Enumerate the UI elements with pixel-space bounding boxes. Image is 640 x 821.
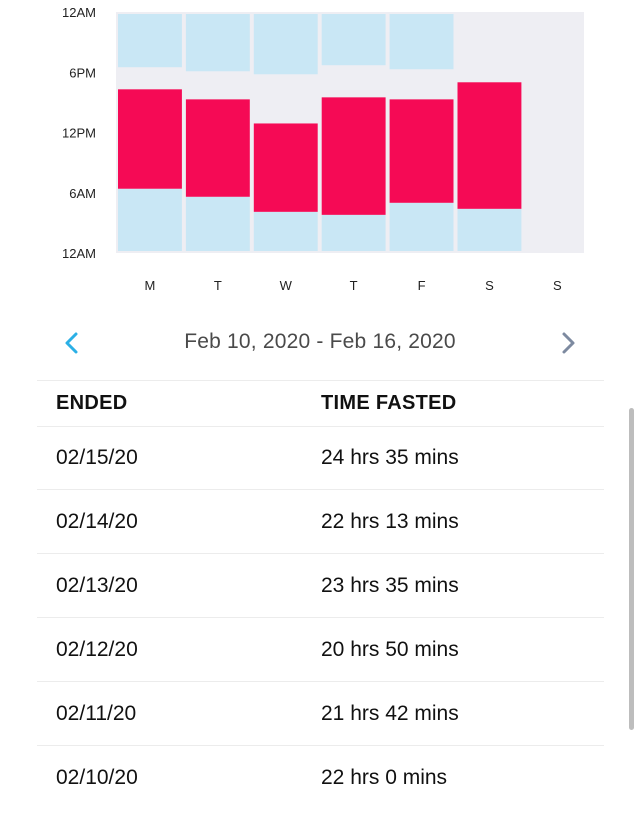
time-fasted-value: 22 hrs 13 mins bbox=[321, 510, 459, 533]
ended-date: 02/10/20 bbox=[56, 766, 138, 789]
y-tick-label: 12AM bbox=[62, 246, 96, 261]
table-row[interactable]: 02/15/20 24 hrs 35 mins bbox=[0, 426, 640, 490]
fasting-bar bbox=[253, 123, 318, 212]
x-tick-label: F bbox=[418, 278, 426, 293]
ended-date: 02/13/20 bbox=[56, 574, 138, 597]
chevron-left-icon bbox=[65, 332, 78, 354]
history-table-header: ENDED TIME FASTED bbox=[0, 380, 640, 426]
time-fasted-value: 22 hrs 0 mins bbox=[321, 766, 448, 789]
window-bar-lower bbox=[389, 202, 454, 251]
row-divider bbox=[37, 745, 604, 746]
time-fasted-value: 20 hrs 50 mins bbox=[321, 638, 459, 661]
ended-date: 02/12/20 bbox=[56, 638, 138, 661]
window-bar-lower bbox=[457, 208, 522, 251]
chevron-right-icon bbox=[562, 332, 575, 354]
fasting-bar bbox=[457, 82, 522, 209]
fasting-bar bbox=[389, 99, 454, 203]
ended-date: 02/15/20 bbox=[56, 446, 138, 469]
y-tick-label: 12PM bbox=[62, 126, 96, 141]
window-bar-upper bbox=[389, 14, 454, 70]
fasting-chart-svg: M T W T F S S 12AM 6PM 12PM 6AM 12AM bbox=[62, 5, 584, 293]
x-tick-label: T bbox=[214, 278, 222, 293]
window-bar-upper bbox=[185, 14, 250, 72]
time-fasted-value: 23 hrs 35 mins bbox=[321, 574, 459, 597]
header-divider bbox=[37, 426, 604, 427]
window-bar-upper bbox=[118, 14, 182, 68]
row-divider bbox=[37, 489, 604, 490]
week-range-label: Feb 10, 2020 - Feb 16, 2020 bbox=[184, 330, 456, 353]
time-fasted-value: 21 hrs 42 mins bbox=[321, 702, 459, 725]
time-fasted-value: 24 hrs 35 mins bbox=[321, 446, 459, 469]
x-tick-label: S bbox=[553, 278, 562, 293]
history-table-body: 02/15/20 24 hrs 35 mins 02/14/20 22 hrs … bbox=[0, 426, 640, 810]
window-bar-upper bbox=[253, 14, 318, 75]
previous-week-button[interactable] bbox=[56, 326, 90, 360]
row-divider bbox=[37, 553, 604, 554]
x-tick-label: M bbox=[145, 278, 156, 293]
table-row[interactable]: 02/10/20 22 hrs 0 mins bbox=[0, 746, 640, 810]
ended-date: 02/14/20 bbox=[56, 510, 138, 533]
window-bar-lower bbox=[185, 196, 250, 251]
fasting-chart: M T W T F S S 12AM 6PM 12PM 6AM 12AM bbox=[0, 0, 640, 300]
window-bar-upper bbox=[321, 14, 386, 66]
fasting-bar bbox=[118, 89, 182, 189]
fasting-bar bbox=[185, 99, 250, 197]
row-divider bbox=[37, 681, 604, 682]
week-navigator: Feb 10, 2020 - Feb 16, 2020 bbox=[0, 318, 640, 366]
table-row[interactable]: 02/13/20 23 hrs 35 mins bbox=[0, 554, 640, 618]
row-divider bbox=[37, 617, 604, 618]
section-divider bbox=[37, 380, 604, 381]
next-week-button[interactable] bbox=[552, 326, 586, 360]
y-tick-label: 12AM bbox=[62, 5, 96, 20]
window-bar-lower bbox=[253, 211, 318, 251]
column-header-time-fasted: TIME FASTED bbox=[321, 392, 457, 414]
scrollbar[interactable] bbox=[629, 408, 634, 730]
table-row[interactable]: 02/14/20 22 hrs 13 mins bbox=[0, 490, 640, 554]
fasting-bar bbox=[321, 97, 386, 215]
y-tick-label: 6AM bbox=[69, 186, 96, 201]
x-tick-label: S bbox=[485, 278, 494, 293]
x-tick-label: W bbox=[280, 278, 293, 293]
table-row[interactable]: 02/12/20 20 hrs 50 mins bbox=[0, 618, 640, 682]
x-tick-label: T bbox=[350, 278, 358, 293]
window-bar-lower bbox=[118, 188, 182, 251]
ended-date: 02/11/20 bbox=[56, 702, 137, 725]
y-tick-label: 6PM bbox=[69, 65, 96, 80]
window-bar-lower bbox=[321, 214, 386, 251]
column-header-ended: ENDED bbox=[56, 392, 128, 414]
table-row[interactable]: 02/11/20 21 hrs 42 mins bbox=[0, 682, 640, 746]
